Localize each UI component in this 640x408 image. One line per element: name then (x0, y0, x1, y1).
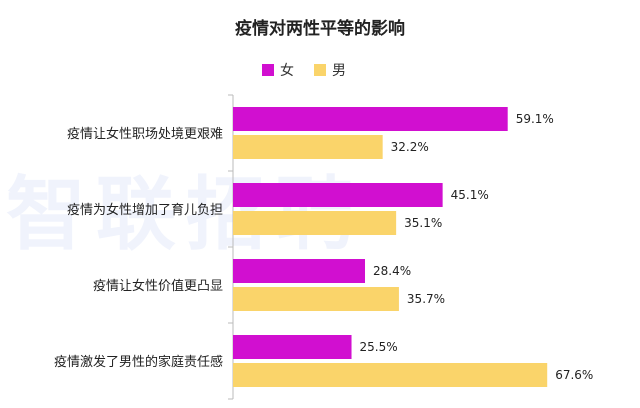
legend: 女 男 (262, 60, 366, 80)
bar-male (233, 135, 383, 159)
data-label: 32.2% (391, 140, 429, 154)
data-label: 59.1% (516, 112, 554, 126)
category-label: 疫情让女性职场处境更艰难 (67, 126, 223, 142)
data-label: 35.7% (407, 292, 445, 306)
bar-male (233, 211, 397, 235)
bar-male (233, 363, 548, 387)
data-label: 67.6% (555, 368, 593, 382)
bar-female (233, 107, 508, 131)
data-label: 25.5% (360, 340, 398, 354)
bar-female (233, 335, 352, 359)
data-label: 28.4% (373, 264, 411, 278)
legend-label-female: 女 (280, 63, 294, 79)
bar-male (233, 287, 399, 311)
category-label: 疫情激发了男性的家庭责任感 (54, 354, 223, 370)
legend-swatch-female (262, 64, 274, 76)
chart-title: 疫情对两性平等的影响 (235, 19, 405, 39)
legend-item-female: 女 (262, 60, 294, 80)
data-label: 45.1% (451, 188, 489, 202)
legend-swatch-male (314, 64, 326, 76)
legend-label-male: 男 (332, 63, 346, 79)
bar-female (233, 259, 366, 283)
bar-female (233, 183, 443, 207)
category-label: 疫情让女性价值更凸显 (93, 278, 223, 294)
data-label: 35.1% (404, 216, 442, 230)
category-label: 疫情为女性增加了育儿负担 (67, 202, 223, 218)
legend-item-male: 男 (314, 60, 346, 80)
